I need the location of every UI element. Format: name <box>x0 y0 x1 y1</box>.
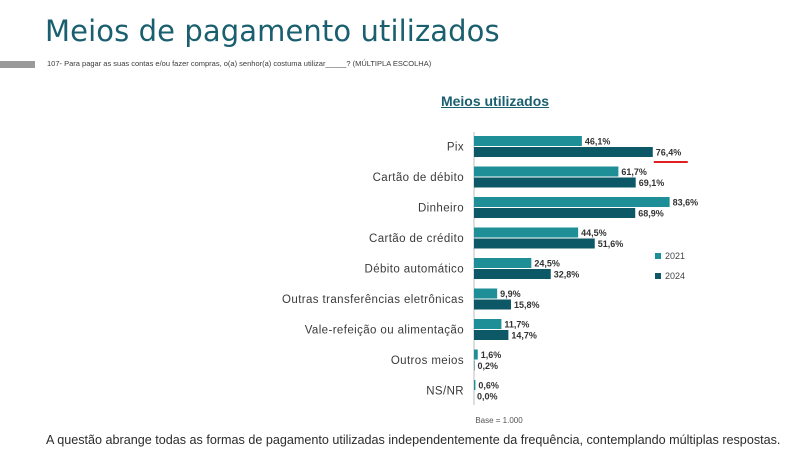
data-label: 24,5% <box>534 259 560 269</box>
data-label: 15,8% <box>514 300 540 310</box>
category-label: Pix <box>447 142 464 154</box>
data-label: 0,6% <box>478 381 499 391</box>
bar-2024 <box>474 177 636 188</box>
data-label: 14,7% <box>511 331 537 341</box>
category-label: Outros meios <box>391 355 464 367</box>
data-label: 32,8% <box>554 270 580 280</box>
bar-2024 <box>474 208 636 218</box>
data-label: 76,4% <box>656 148 682 158</box>
bar-2024 <box>474 269 551 279</box>
data-label: 68,9% <box>638 209 664 219</box>
category-label: Cartão de crédito <box>369 233 464 245</box>
chart-title: Meios utilizados <box>440 93 550 109</box>
bar-2021 <box>474 136 582 146</box>
data-label: 0,0% <box>477 392 498 402</box>
legend-label-2021: 2021 <box>665 251 685 261</box>
survey-question: 107- Para pagar as suas contas e/ou faze… <box>47 59 432 68</box>
title-accent-bar <box>0 61 35 68</box>
legend-swatch-2024 <box>655 273 661 279</box>
data-label: 69,1% <box>639 178 665 188</box>
category-label: Débito automático <box>365 264 465 276</box>
category-label: Vale-refeição ou alimentação <box>305 325 464 337</box>
base-note: Base = 1.000 <box>475 416 523 425</box>
bar-2021 <box>474 380 476 390</box>
bar-2021 <box>474 319 502 329</box>
category-label: Cartão de débito <box>373 172 464 184</box>
bar-2021 <box>474 227 579 238</box>
bar-2021 <box>474 166 619 177</box>
data-label: 46,1% <box>585 137 611 147</box>
category-label: Outras transferências eletrônicas <box>282 294 464 306</box>
bar-2024 <box>474 299 511 310</box>
data-label: 83,6% <box>673 198 699 208</box>
data-label: 11,7% <box>504 320 529 330</box>
bar-2024 <box>474 238 595 249</box>
bar-2021 <box>474 288 498 299</box>
legend-label-2024: 2024 <box>665 271 685 281</box>
data-label: 1,6% <box>481 350 502 360</box>
category-label: Dinheiro <box>418 203 464 215</box>
bar-2021 <box>474 197 670 207</box>
data-label: 51,6% <box>598 239 624 249</box>
legend-swatch-2021 <box>655 253 661 259</box>
bar-2021 <box>474 258 532 268</box>
bar-2021 <box>474 349 478 360</box>
footnote: A questão abrange todas as formas de pag… <box>46 433 781 447</box>
slide-title: Meios de pagamento utilizados <box>45 14 500 48</box>
bar-2024 <box>474 330 509 340</box>
category-label: NS/NR <box>426 386 464 398</box>
bar-2024 <box>474 147 653 157</box>
data-label: 44,5% <box>581 228 607 238</box>
data-label: 9,9% <box>500 289 521 299</box>
data-label: 0,2% <box>477 361 498 371</box>
data-label: 61,7% <box>621 167 647 177</box>
